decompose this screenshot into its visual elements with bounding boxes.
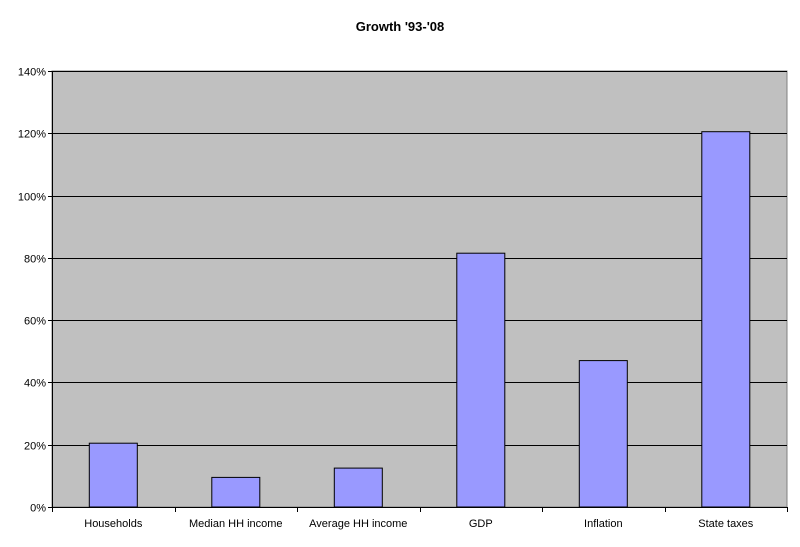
- y-tick-label: 0%: [30, 503, 46, 515]
- y-tick-label: 60%: [24, 316, 46, 328]
- bar: [333, 467, 383, 508]
- bar: [88, 442, 138, 508]
- x-category-label: Households: [84, 518, 143, 530]
- y-tick-label: 140%: [18, 67, 46, 79]
- x-category-label: Average HH income: [309, 518, 407, 530]
- y-tick-label: 40%: [24, 378, 46, 390]
- x-category-label: Inflation: [584, 518, 623, 530]
- y-tick-label: 100%: [18, 192, 46, 204]
- plot-background: [51, 70, 788, 508]
- x-category-label: Median HH income: [189, 518, 283, 530]
- x-category-label: GDP: [469, 518, 493, 530]
- bar: [578, 360, 628, 508]
- bar: [456, 252, 506, 508]
- x-category-label: State taxes: [698, 518, 754, 530]
- y-tick-label: 20%: [24, 441, 46, 453]
- chart-title: Growth '93-'08: [356, 19, 445, 34]
- plot-area: 0% 20% 40% 60% 80% 100% 120% 140% Households Medi…: [18, 67, 788, 530]
- bar: [701, 131, 751, 508]
- y-tick-label: 120%: [18, 129, 46, 141]
- bar: [211, 476, 261, 508]
- y-tick-label: 80%: [24, 254, 46, 266]
